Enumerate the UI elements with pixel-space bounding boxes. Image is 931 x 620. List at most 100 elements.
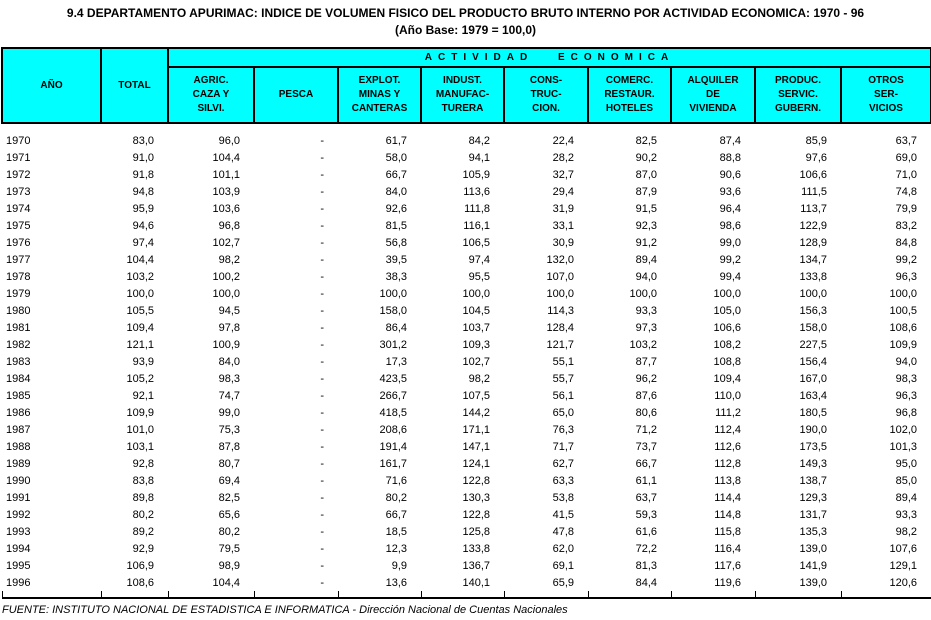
value-cell: - [320, 321, 324, 334]
value-cell: 173,5 [799, 440, 827, 453]
value-cell: 109,9 [126, 406, 154, 419]
year-cell: 1971 [6, 151, 31, 164]
value-cell: 53,8 [552, 491, 574, 504]
value-cell: - [320, 389, 324, 402]
table-row-1979: 1979 100,0 100,0 - 100,0 100,0 100,0 100,0 100,0… [2, 285, 931, 302]
table-row-1986: 1986 109,9 99,0 - 418,5 144,2 65,0 80,6 111,2 180… [2, 404, 931, 421]
value-cell: 104,5 [462, 304, 490, 317]
value-cell: 99,4 [719, 270, 741, 283]
value-cell: 103,6 [212, 202, 240, 215]
source-note: FUENTE: INSTITUTO NACIONAL DE ESTADISTIC… [2, 604, 568, 616]
tick-cell [588, 591, 672, 599]
tick-cell [168, 591, 255, 599]
value-cell: 91,0 [132, 151, 154, 164]
value-cell: 107,5 [462, 389, 490, 402]
value-cell: 111,8 [464, 202, 490, 215]
value-cell: 158,0 [379, 304, 407, 317]
col-header-line: VIVIENDA [689, 103, 737, 114]
col-header-line: PESCA [278, 89, 314, 100]
value-cell: 63,3 [552, 474, 574, 487]
value-cell: - [320, 423, 324, 436]
value-cell: 38,3 [385, 270, 407, 283]
col-header-line: TURERA [441, 103, 484, 114]
col-header-construccion: CONS- TRUC- CION. [503, 66, 589, 124]
value-cell: 99,2 [895, 253, 918, 266]
value-cell: 423,5 [379, 372, 407, 385]
value-cell: 139,0 [799, 576, 827, 589]
value-cell: 100,0 [379, 287, 407, 300]
value-cell: - [320, 559, 324, 572]
value-cell: 98,2 [218, 253, 240, 266]
value-cell: 97,8 [218, 321, 240, 334]
table-row-1972: 1972 91,8 101,1 - 66,7 105,9 32,7 87,0 90,6 106,6… [2, 166, 931, 183]
value-cell: 147,1 [462, 440, 490, 453]
value-cell: 105,9 [462, 168, 490, 181]
value-cell: 124,1 [462, 457, 490, 470]
year-cell: 1993 [6, 525, 31, 538]
value-cell: 130,3 [462, 491, 490, 504]
value-cell: 94,1 [468, 151, 490, 164]
value-cell: 89,4 [635, 253, 657, 266]
value-cell: 12,3 [385, 542, 407, 555]
value-cell: 83,0 [132, 134, 154, 147]
value-cell: 95,0 [895, 457, 918, 470]
value-cell: - [320, 287, 324, 300]
value-cell: 32,7 [552, 168, 574, 181]
value-cell: 135,3 [799, 525, 827, 538]
value-cell: 104,4 [212, 576, 240, 589]
year-cell: 1986 [6, 406, 31, 419]
value-cell: 190,0 [799, 423, 827, 436]
value-cell: 111,2 [715, 406, 741, 419]
value-cell: 74,8 [895, 185, 918, 198]
value-cell: 91,2 [635, 236, 657, 249]
value-cell: 100,0 [546, 287, 574, 300]
value-cell: - [320, 253, 324, 266]
value-cell: - [320, 440, 324, 453]
value-cell: 80,2 [218, 525, 240, 538]
value-cell: 96,8 [895, 406, 918, 419]
value-cell: 82,5 [218, 491, 240, 504]
year-cell: 1970 [6, 134, 31, 147]
value-cell: 97,3 [635, 321, 657, 334]
value-cell: 99,0 [218, 406, 240, 419]
table-row-1985: 1985 92,1 74,7 - 266,7 107,5 56,1 87,6 110,0 163,… [2, 387, 931, 404]
value-cell: 111,5 [801, 185, 827, 198]
value-cell: 114,8 [714, 508, 741, 521]
table-row-1984: 1984 105,2 98,3 - 423,5 98,2 55,7 96,2 109,4 167,… [2, 370, 931, 387]
value-cell: - [320, 372, 324, 385]
value-cell: 39,5 [385, 253, 407, 266]
value-cell: 117,6 [714, 559, 741, 572]
value-cell: 89,2 [132, 525, 154, 538]
year-cell: 1983 [6, 355, 31, 368]
value-cell: 84,0 [385, 185, 407, 198]
table-row-1995: 1995 106,9 98,9 - 9,9 136,7 69,1 81,3 117,6 141,9… [2, 557, 931, 574]
year-cell: 1982 [6, 338, 31, 351]
value-cell: 56,8 [385, 236, 407, 249]
year-cell: 1988 [6, 440, 31, 453]
value-cell: 138,7 [799, 474, 827, 487]
value-cell: - [320, 576, 324, 589]
value-cell: 63,7 [895, 134, 918, 147]
value-cell: 301,2 [379, 338, 407, 351]
value-cell: - [320, 491, 324, 504]
value-cell: 104,4 [126, 253, 154, 266]
value-cell: 91,5 [635, 202, 657, 215]
value-cell: 89,4 [895, 491, 918, 504]
value-cell: 91,8 [132, 168, 154, 181]
value-cell: 80,2 [385, 491, 407, 504]
value-cell: 93,9 [132, 355, 154, 368]
value-cell: 100,0 [462, 287, 490, 300]
col-header-line: MINAS Y [358, 89, 401, 100]
table-row-1990: 1990 83,8 69,4 - 71,6 122,8 63,3 61,1 113,8 138,7… [2, 472, 931, 489]
value-cell: 92,3 [635, 219, 657, 232]
value-cell: 163,4 [799, 389, 827, 402]
value-cell: 97,4 [468, 253, 490, 266]
value-cell: 167,0 [799, 372, 827, 385]
value-cell: 81,3 [635, 559, 657, 572]
value-cell: 129,3 [799, 491, 827, 504]
tick-cell [755, 591, 842, 599]
year-cell: 1991 [6, 491, 31, 504]
col-header-line: GUBERN. [774, 103, 822, 114]
tick-cell [841, 591, 931, 599]
